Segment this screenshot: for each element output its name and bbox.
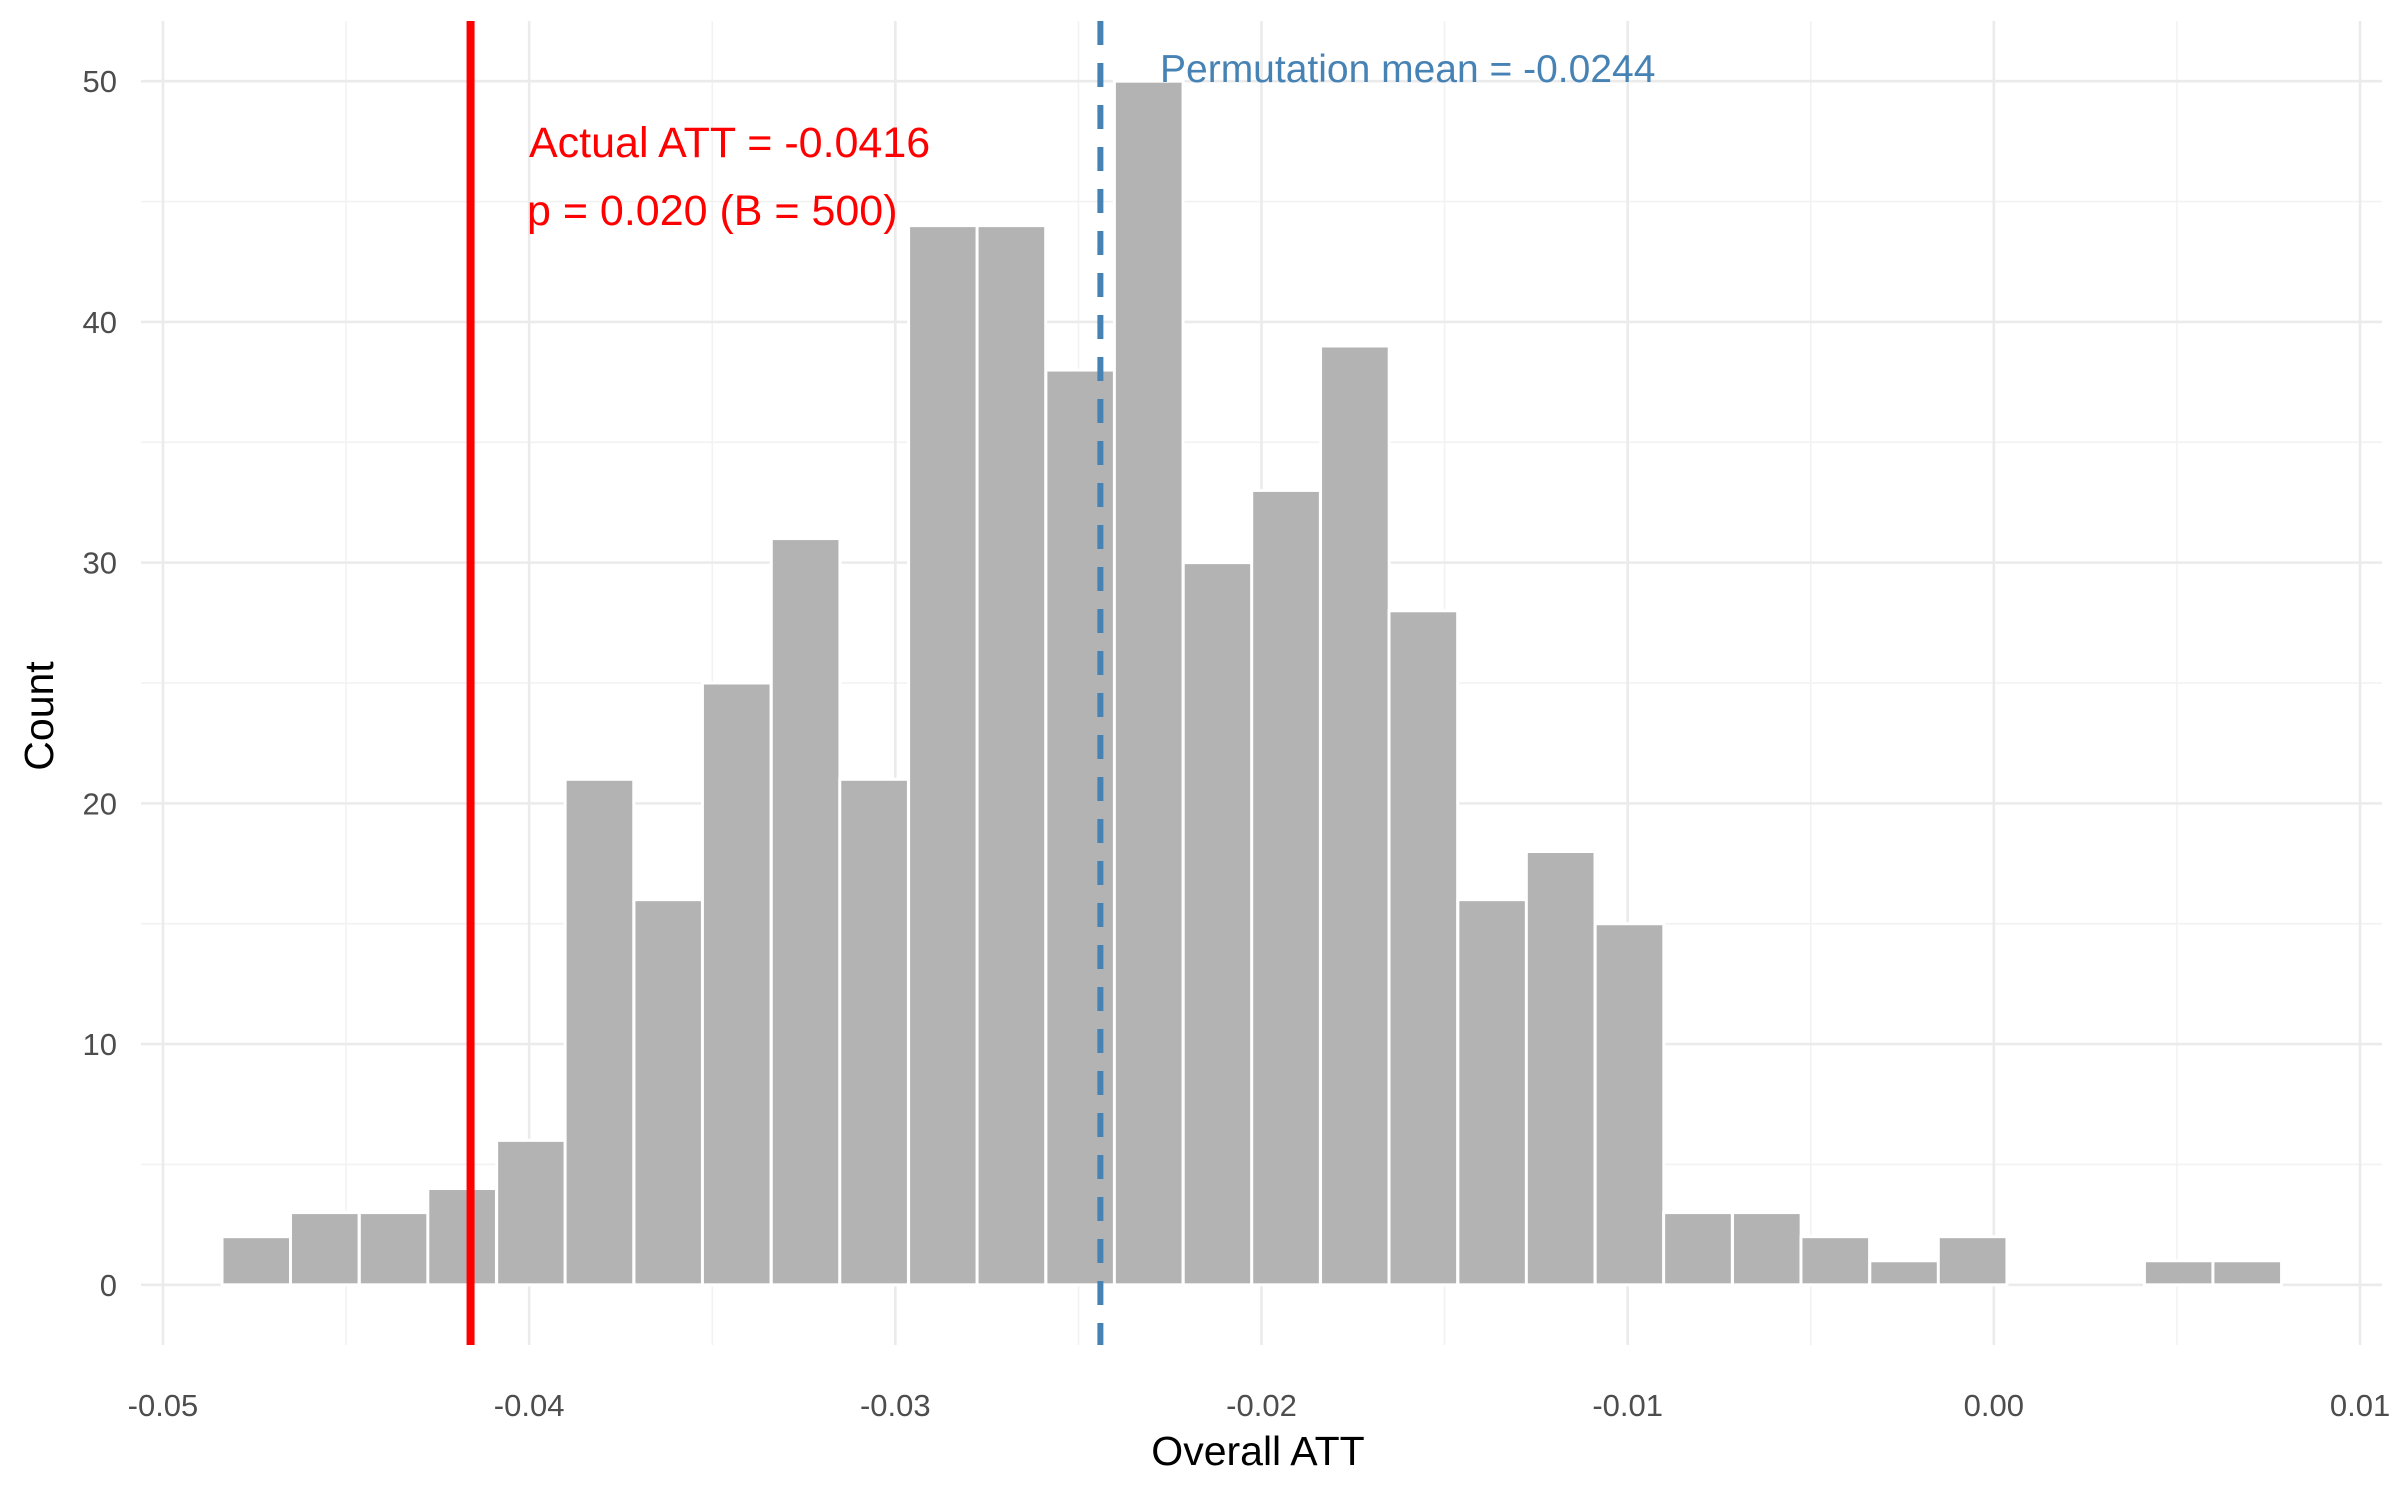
y-tick-label: 30 — [83, 546, 117, 581]
histogram-bar — [769, 537, 842, 1287]
x-tick-label: -0.02 — [1226, 1388, 1297, 1423]
y-tick-label: 20 — [83, 786, 117, 821]
histogram-bar — [1250, 488, 1322, 1287]
x-tick-label: -0.03 — [860, 1388, 931, 1423]
histogram-bar — [1387, 609, 1460, 1287]
histogram-bars — [220, 79, 2284, 1287]
histogram-bar — [2211, 1259, 2284, 1287]
annotations: Actual ATT = -0.0416 p = 0.020 (B = 500)… — [527, 48, 1655, 235]
histogram-bar — [632, 898, 705, 1287]
y-tick-label: 50 — [83, 64, 117, 99]
y-tick-label: 10 — [83, 1027, 117, 1062]
histogram-bar — [1319, 344, 1391, 1287]
histogram-bar — [1662, 1211, 1734, 1287]
y-axis-title: Count — [16, 661, 62, 771]
x-axis-title: Overall ATT — [1151, 1428, 1364, 1474]
permutation-mean-label: Permutation mean = -0.0244 — [1160, 48, 1655, 91]
x-tick-label: -0.04 — [494, 1388, 565, 1423]
histogram-bar — [495, 1138, 567, 1287]
actual-att-label: Actual ATT = -0.0416 — [529, 119, 930, 167]
histogram-bar — [838, 777, 910, 1287]
x-axis-ticks: -0.05 -0.04 -0.03 -0.02 -0.01 0.00 0.01 — [128, 1388, 2391, 1423]
x-tick-label: 0.00 — [1964, 1388, 2024, 1423]
histogram-bar — [1868, 1259, 1940, 1287]
x-tick-label: 0.01 — [2330, 1388, 2390, 1423]
reference-lines — [466, 21, 1104, 1345]
histogram-bar — [426, 1187, 498, 1287]
histogram-bar — [1524, 850, 1597, 1287]
histogram-bar — [288, 1211, 361, 1287]
histogram-bar — [220, 1235, 293, 1287]
histogram-bar — [2142, 1259, 2215, 1287]
histogram-bar — [1936, 1235, 2009, 1287]
histogram-bar — [700, 681, 773, 1287]
histogram-bar — [357, 1211, 430, 1287]
histogram-bar — [1593, 922, 1666, 1287]
y-axis-ticks: 0 10 20 30 40 50 — [83, 64, 117, 1303]
histogram-bar — [1044, 368, 1117, 1287]
y-tick-label: 40 — [83, 305, 117, 340]
histogram-bar — [1730, 1211, 1803, 1287]
p-value-label: p = 0.020 (B = 500) — [527, 187, 898, 235]
x-tick-label: -0.05 — [128, 1388, 199, 1423]
x-tick-label: -0.01 — [1592, 1388, 1663, 1423]
histogram-bar — [1456, 898, 1529, 1287]
histogram-bar — [907, 224, 979, 1287]
histogram-bar — [975, 224, 1048, 1287]
histogram-bar — [563, 777, 636, 1287]
histogram-bar — [1799, 1235, 1872, 1287]
y-tick-label: 0 — [100, 1268, 117, 1303]
histogram-bar — [1112, 79, 1185, 1287]
histogram-bar — [1181, 561, 1254, 1287]
